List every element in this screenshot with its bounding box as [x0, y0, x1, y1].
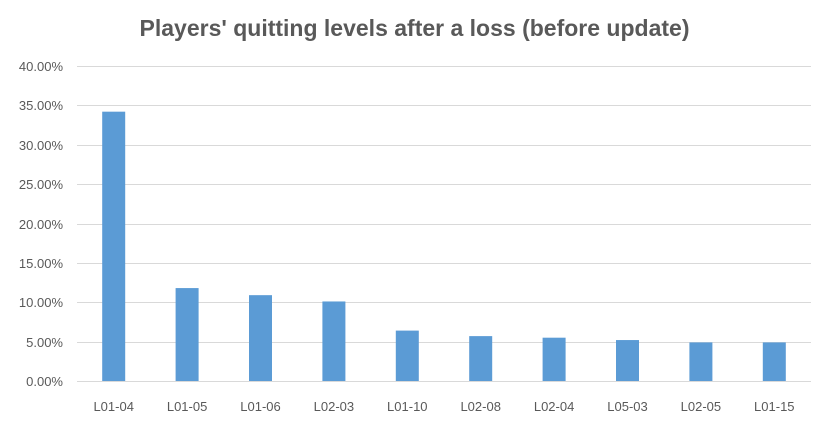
- x-tick-label: L01-06: [240, 399, 280, 414]
- y-tick-label: 40.00%: [19, 59, 64, 74]
- y-tick-label: 20.00%: [19, 217, 64, 232]
- bar-l01-04: [102, 111, 126, 382]
- y-tick-label: 0.00%: [26, 374, 63, 389]
- x-tick-label: L02-05: [681, 399, 721, 414]
- chart-title: Players' quitting levels after a loss (b…: [140, 15, 690, 41]
- y-tick-label: 35.00%: [19, 98, 64, 113]
- y-axis-ticks: 0.00% 5.00% 10.00% 15.00% 20.00% 25.00% 30.00%…: [19, 59, 64, 389]
- x-tick-label: L02-04: [534, 399, 574, 414]
- x-tick-label: L01-15: [754, 399, 794, 414]
- bar-l02-05: [689, 342, 713, 381]
- x-axis-ticks: L01-04 L01-05 L01-06 L02-03 L01-10 L02-08 L02-…: [93, 399, 794, 414]
- bar-l02-04: [542, 337, 566, 381]
- grid: [77, 66, 811, 382]
- x-tick-label: L01-04: [93, 399, 133, 414]
- y-tick-label: 5.00%: [26, 335, 63, 350]
- x-tick-label: L01-10: [387, 399, 427, 414]
- x-tick-label: L01-05: [167, 399, 207, 414]
- bar-l02-03: [322, 301, 346, 381]
- bar-l02-08: [469, 336, 493, 381]
- bars: [102, 111, 786, 382]
- bar-l05-03: [616, 340, 639, 381]
- x-tick-label: L02-03: [314, 399, 354, 414]
- y-tick-label: 25.00%: [19, 177, 64, 192]
- x-tick-label: L02-08: [460, 399, 500, 414]
- bar-l01-05: [175, 288, 199, 381]
- bar-l01-06: [249, 295, 272, 381]
- bar-l01-15: [762, 342, 786, 381]
- bar-l01-10: [395, 330, 419, 381]
- y-tick-label: 15.00%: [19, 256, 64, 271]
- x-tick-label: L05-03: [607, 399, 647, 414]
- y-tick-label: 30.00%: [19, 138, 64, 153]
- y-tick-label: 10.00%: [19, 295, 64, 310]
